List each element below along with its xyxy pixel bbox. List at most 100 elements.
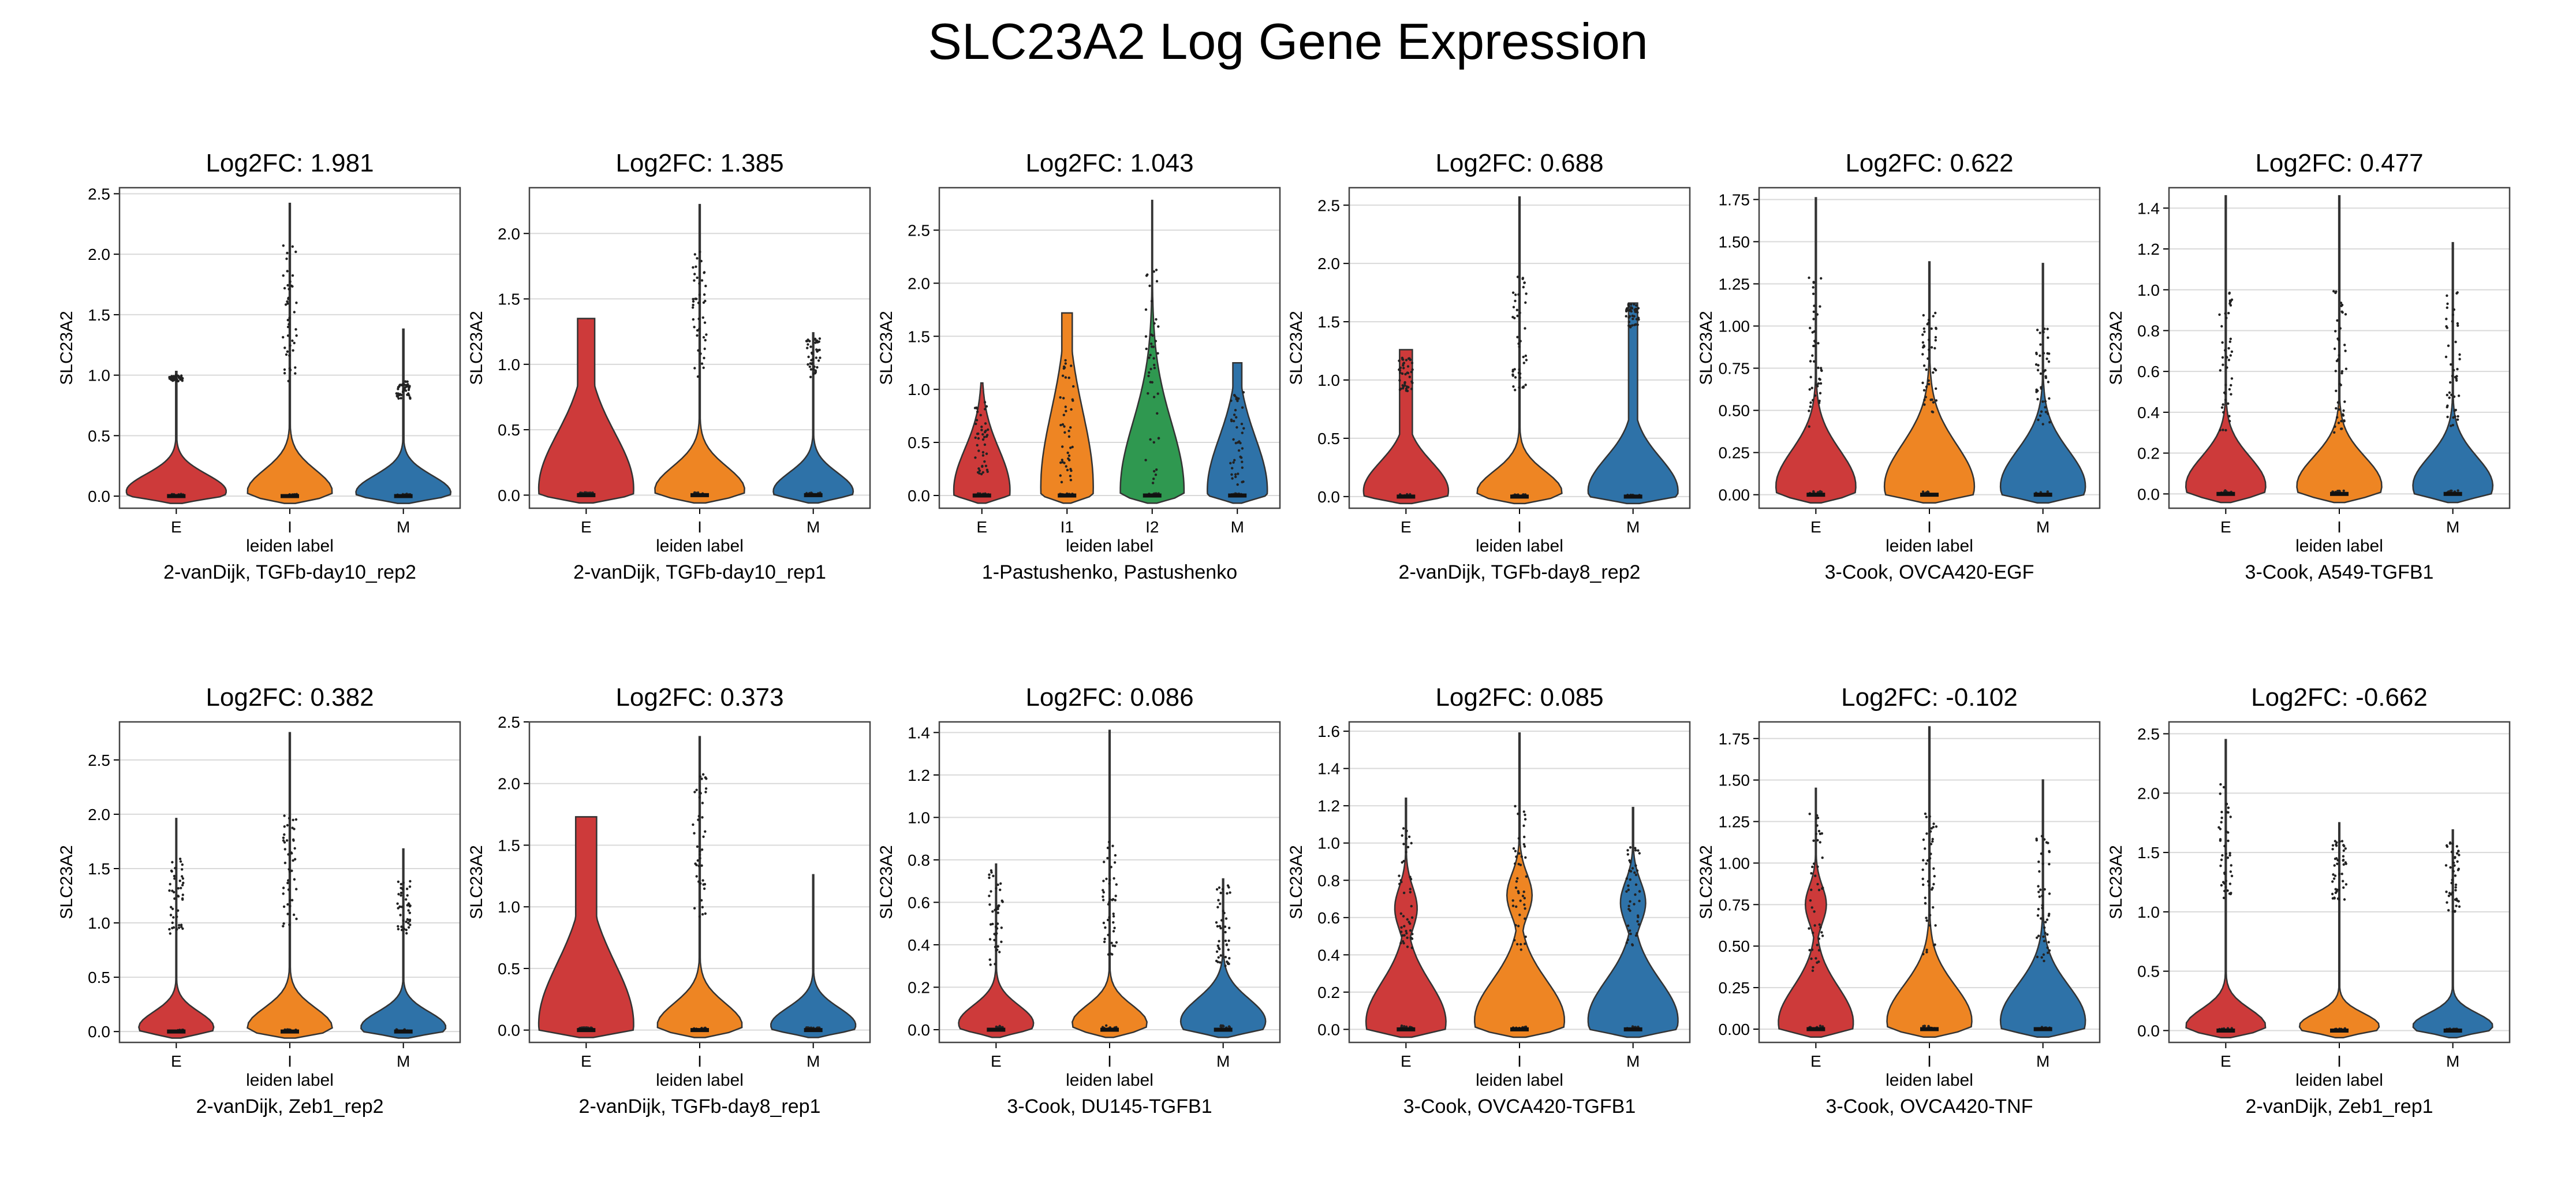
panel-title: Log2FC: -0.662: [2251, 683, 2428, 712]
panel-title: Log2FC: 1.043: [1025, 149, 1193, 177]
panel-title: Log2FC: 0.373: [615, 683, 783, 712]
y-tick-label: 2.0: [498, 775, 520, 793]
y-tick-label: 1.0: [1317, 371, 1340, 389]
plot-frame: [118, 721, 461, 1044]
violin-M: [1207, 362, 1268, 504]
x-tick-label: E: [976, 518, 987, 536]
y-tick-label: 0.5: [88, 427, 110, 445]
x-axis-label: leiden label: [2295, 1071, 2383, 1090]
y-tick-label: 1.2: [1317, 797, 1340, 815]
y-tick-label: 2.5: [1317, 196, 1340, 214]
y-tick-label: 0.5: [498, 421, 520, 439]
y-tick-label: 0.0: [498, 1022, 520, 1040]
y-tick-label: 0.5: [2137, 963, 2160, 981]
y-tick-label: 0.4: [2137, 404, 2160, 422]
y-tick-label: 2.0: [2137, 784, 2160, 802]
y-axis-label: SLC23A2: [57, 845, 76, 919]
y-tick-label: 0.25: [1719, 444, 1750, 462]
y-tick-label: 0.2: [908, 978, 930, 996]
violin-panel: Log2FC: -0.662 leiden label 2-vanDijk, Zeb…: [2107, 683, 2511, 1118]
x-tick-label: I2: [1145, 518, 1159, 536]
y-tick-label: 2.5: [498, 713, 520, 731]
y-tick-label: 0.6: [1317, 909, 1340, 927]
y-tick-label: 2.0: [1317, 255, 1340, 273]
x-tick-label: M: [807, 1052, 820, 1070]
y-tick-label: 1.5: [498, 836, 520, 854]
y-axis-label: SLC23A2: [1697, 845, 1716, 919]
violin-M: [1179, 878, 1267, 1038]
panel-subtitle: 2-vanDijk, TGFb-day10_rep1: [573, 561, 826, 583]
x-tick-label: E: [581, 518, 592, 536]
x-axis-label: leiden label: [1886, 537, 1973, 556]
plot-frame: [1348, 721, 1691, 1044]
panel-subtitle: 1-Pastushenko, Pastushenko: [982, 561, 1237, 583]
y-tick-label: 0.0: [88, 1023, 110, 1041]
y-tick-label: 2.0: [908, 274, 930, 292]
y-tick-label: 2.0: [88, 245, 110, 263]
violin-panel: Log2FC: 0.477 leiden label 3-Cook, A549-TG…: [2107, 149, 2511, 583]
y-axis-label: SLC23A2: [57, 311, 76, 385]
plot-frame: [118, 187, 461, 509]
x-tick-label: E: [581, 1052, 592, 1070]
x-tick-label: E: [171, 1052, 182, 1070]
y-tick-label: 1.2: [908, 766, 930, 784]
violin-I1: [1040, 312, 1094, 504]
y-axis-label: SLC23A2: [1697, 311, 1716, 385]
y-tick-label: 0.8: [1317, 871, 1340, 889]
panel-subtitle: 2-vanDijk, Zeb1_rep2: [196, 1096, 383, 1118]
y-tick-label: 1.4: [908, 724, 930, 742]
y-axis-label: SLC23A2: [877, 845, 896, 919]
x-axis-label: leiden label: [246, 1071, 334, 1090]
x-tick-label: M: [2036, 518, 2049, 536]
x-tick-label: I: [1517, 518, 1522, 536]
y-tick-label: 2.5: [908, 222, 930, 240]
violin-panel: Log2FC: 1.981 leiden label 2-vanDijk, TGFb…: [57, 149, 461, 583]
violin-M: [360, 848, 447, 1039]
violin-E: [2185, 739, 2267, 1039]
y-axis-label: SLC23A2: [2107, 845, 2126, 919]
violin-panel: Log2FC: 0.085 leiden label 3-Cook, OVCA420…: [1287, 683, 1691, 1118]
plot-frame: [1348, 187, 1691, 509]
x-tick-label: I: [1927, 518, 1932, 536]
y-tick-label: 1.0: [2137, 281, 2160, 299]
violin-E: [1365, 798, 1447, 1038]
y-tick-label: 0.75: [1719, 896, 1750, 914]
x-tick-label: M: [1626, 1052, 1640, 1070]
y-tick-label: 0.8: [908, 851, 930, 869]
violin-M: [2412, 829, 2493, 1039]
violin-M: [772, 332, 854, 504]
y-tick-label: 2.5: [88, 185, 110, 203]
x-tick-label: M: [2036, 1052, 2049, 1070]
violin-I: [247, 732, 333, 1039]
y-tick-label: 1.6: [1317, 722, 1340, 740]
violin-points: [1215, 884, 1231, 1030]
y-tick-label: 0.2: [1317, 984, 1340, 1001]
y-tick-label: 0.50: [1719, 937, 1750, 955]
y-tick-label: 2.5: [2137, 725, 2160, 743]
x-tick-label: E: [991, 1052, 1002, 1070]
y-tick-label: 1.00: [1719, 854, 1750, 872]
violin-E: [1778, 787, 1854, 1038]
violin-points: [2331, 290, 2348, 496]
y-tick-label: 0.5: [908, 434, 930, 452]
y-axis-label: SLC23A2: [1287, 311, 1306, 385]
violin-M: [1587, 302, 1679, 505]
violin-panel: Log2FC: 1.043 leiden label 1-Pastushenko, …: [877, 149, 1281, 583]
x-axis-label: leiden label: [656, 1071, 744, 1090]
y-tick-label: 0.0: [2137, 485, 2160, 503]
violin-panel: Log2FC: 0.622 leiden label 3-Cook, OVCA420…: [1697, 149, 2101, 583]
y-axis-label: SLC23A2: [2107, 311, 2126, 385]
violin-I: [656, 736, 743, 1038]
plot-frame: [2168, 721, 2511, 1044]
violin-E: [537, 816, 634, 1038]
y-tick-label: 0.0: [2137, 1022, 2160, 1040]
panel-title: Log2FC: 1.385: [615, 149, 783, 177]
x-tick-label: E: [2220, 518, 2231, 536]
panel-subtitle: 3-Cook, OVCA420-TNF: [1826, 1096, 2033, 1118]
x-tick-label: M: [2446, 1052, 2459, 1070]
x-tick-label: M: [1231, 518, 1244, 536]
violin-panel: Log2FC: 0.086 leiden label 3-Cook, DU145-T…: [877, 683, 1281, 1118]
y-tick-label: 1.25: [1719, 275, 1750, 293]
x-tick-label: I: [697, 1052, 702, 1070]
violin-I: [1886, 726, 1973, 1038]
